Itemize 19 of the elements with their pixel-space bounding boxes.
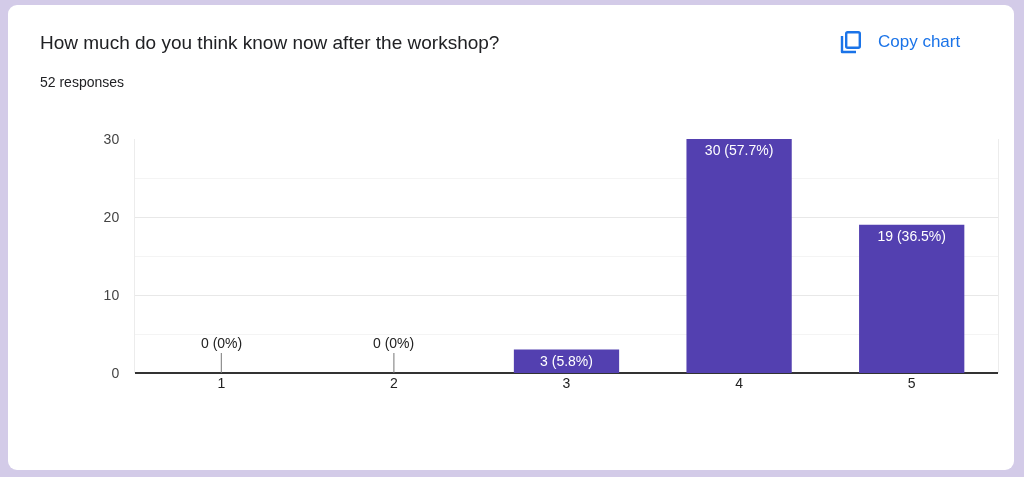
x-tick-label: 2: [390, 375, 398, 391]
y-tick-label: 30: [103, 130, 120, 147]
text: Copy chart: [878, 32, 961, 52]
x-tick-label: 1: [217, 375, 226, 391]
bar: [686, 139, 792, 373]
x-tick-label: 4: [735, 375, 744, 391]
y-tick-label: 20: [103, 208, 120, 225]
x-tick-label: 5: [907, 375, 916, 391]
chart-subtitle: 52 responses: [40, 74, 125, 90]
data-label: 30 (57.7%): [704, 142, 774, 158]
data-label: 19 (36.5%): [877, 227, 946, 244]
y-tick-label: 0: [111, 364, 120, 381]
bar: [859, 224, 965, 373]
x-tick-label: 3: [562, 375, 571, 391]
chart-title: How much do you think know now after the workshop?: [40, 32, 500, 54]
data-label: 3 (5.8%): [540, 352, 593, 369]
data-label: 0 (0%): [373, 335, 415, 351]
data-label: 0 (0%): [201, 335, 243, 351]
y-tick-label: 10: [103, 286, 120, 303]
